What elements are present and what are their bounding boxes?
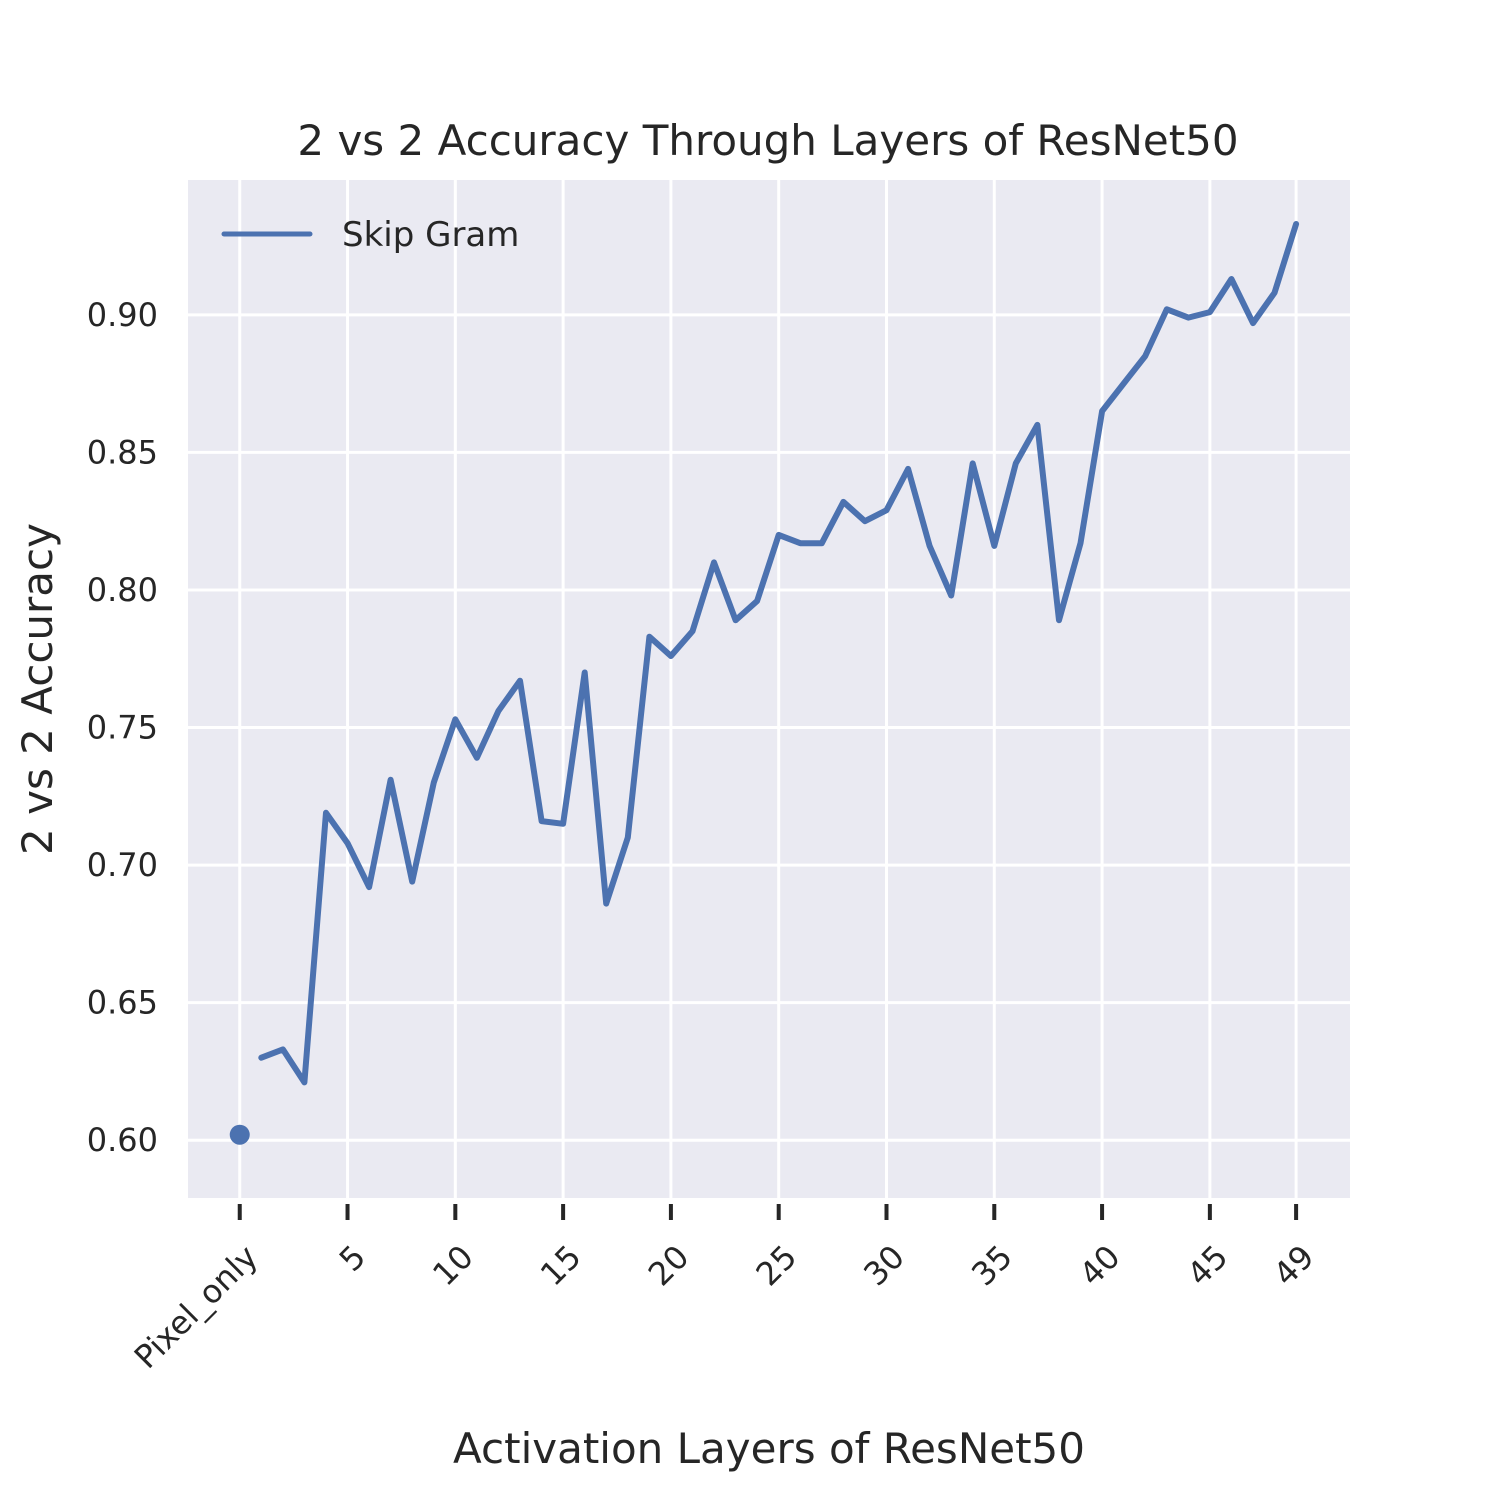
- x-axis-label: Activation Layers of ResNet50: [453, 1424, 1085, 1473]
- plot-area: [188, 180, 1350, 1198]
- y-axis-label: 2 vs 2 Accuracy: [13, 523, 62, 855]
- x-tick-label: 45: [1180, 1238, 1236, 1294]
- x-tick-label: 25: [749, 1238, 805, 1294]
- x-tick-label: 10: [425, 1238, 481, 1294]
- x-tick-label: Pixel_only: [127, 1238, 265, 1376]
- legend-label-skip-gram: Skip Gram: [342, 215, 519, 255]
- data-point-pixel-only: [229, 1124, 250, 1145]
- x-tick-label: 20: [641, 1238, 697, 1294]
- x-tick-label: 30: [856, 1238, 912, 1294]
- x-axis-ticks: Pixel_only 5 10 15 20 25 30 35 40 45 49: [127, 1204, 1322, 1376]
- x-tick-label: 40: [1072, 1238, 1128, 1294]
- y-tick-label: 0.80: [87, 571, 158, 609]
- y-tick-label: 0.75: [87, 709, 158, 747]
- series-line-skip-gram: [258, 221, 1300, 1086]
- legend: Skip Gram: [221, 215, 519, 255]
- grid-lines: [188, 180, 1350, 1198]
- series-layer: [229, 221, 1300, 1145]
- chart-title: 2 vs 2 Accuracy Through Layers of ResNet…: [297, 116, 1238, 165]
- x-tick-label: 35: [964, 1238, 1020, 1294]
- y-tick-label: 0.60: [87, 1121, 158, 1159]
- y-axis-ticks: 0.60 0.65 0.70 0.75 0.80 0.85 0.90: [87, 296, 158, 1159]
- y-tick-label: 0.90: [87, 296, 158, 334]
- x-tick-label: 5: [332, 1238, 373, 1279]
- y-tick-label: 0.85: [87, 433, 158, 471]
- y-tick-label: 0.65: [87, 984, 158, 1022]
- x-tick-label: 15: [533, 1238, 589, 1294]
- y-tick-label: 0.70: [87, 846, 158, 884]
- x-tick-label: 49: [1266, 1238, 1322, 1294]
